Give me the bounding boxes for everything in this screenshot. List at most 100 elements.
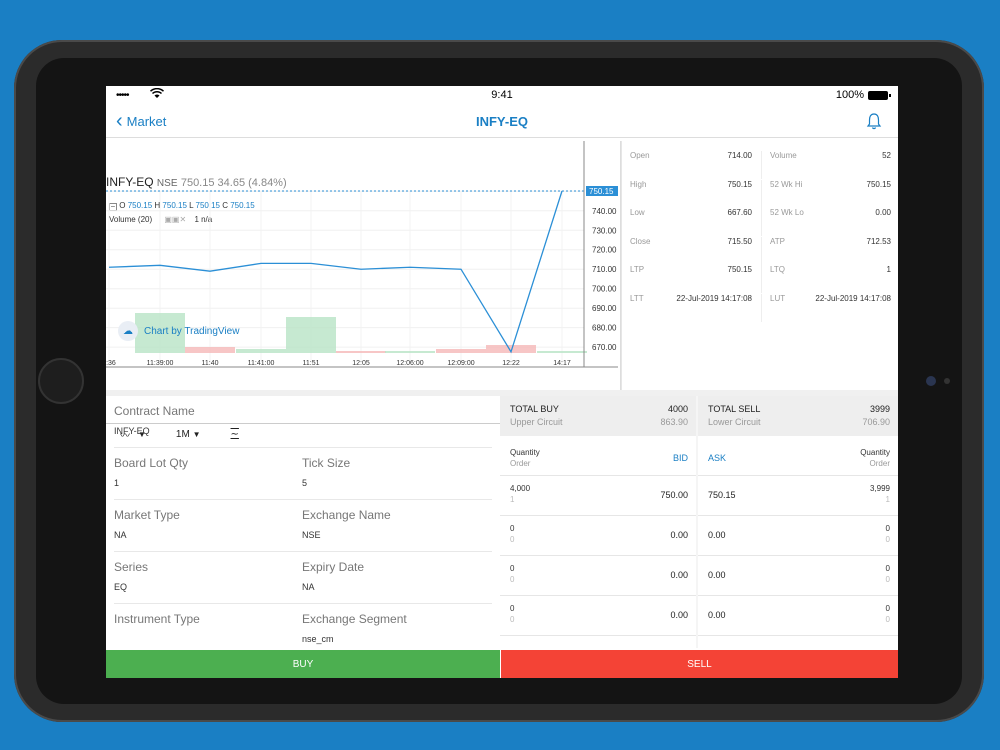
stat-label: LUT bbox=[770, 293, 786, 303]
stat-row: LTT 22-Jul-2019 14:17:08 LUT 22-Jul-2019 14… bbox=[622, 293, 898, 322]
stat-cell: ATP 712.53 bbox=[761, 236, 898, 265]
app-screen: ••••• 9:41 100% ‹ Market INFY-EQ INFY-EQ… bbox=[106, 86, 898, 678]
sensor-icon bbox=[944, 378, 950, 384]
row-price: 0.00 bbox=[670, 570, 688, 580]
order-book-row[interactable]: 0.00 0 0 bbox=[698, 516, 898, 556]
volume-bar bbox=[537, 351, 587, 353]
volume-bar bbox=[486, 345, 536, 353]
row-price: 0.00 bbox=[670, 610, 688, 620]
x-tick-label: 12:05 bbox=[352, 360, 370, 367]
chart-plot[interactable]: 670.00 680.00 690.00 700.00 710.00 720.00 730.… bbox=[106, 141, 618, 373]
chart-header: INFY-EQ NSE 750.15 34.65 (4.84%) bbox=[106, 175, 287, 189]
stat-label: 52 Wk Lo bbox=[770, 208, 804, 217]
exchange-name-value: NSE bbox=[302, 530, 321, 540]
signal-icon: ••••• bbox=[116, 90, 129, 101]
order-book-row[interactable]: 0.00 0 0 bbox=[698, 596, 898, 636]
interval-label: 1M bbox=[175, 429, 190, 440]
row-orders: 0 bbox=[510, 615, 515, 624]
x-tick-label: 1:36 bbox=[106, 360, 116, 367]
y-tick-label: 690.00 bbox=[592, 304, 617, 313]
instrument-cell: Instrument Type bbox=[114, 612, 200, 626]
bid-label: BID bbox=[672, 453, 688, 463]
volume-bar bbox=[385, 351, 435, 353]
last-price-label: 750.15 bbox=[589, 187, 614, 196]
price-chart[interactable]: INFY-EQ NSE 750.15 34.65 (4.84%) – O 750… bbox=[106, 141, 618, 442]
detail-row: Series EQ Expiry Date NA bbox=[114, 552, 492, 604]
ohlc-legend: – O 750.15 H 750.15 L 750.15 C 750.15 bbox=[109, 201, 255, 211]
x-tick-label: 11:51 bbox=[303, 360, 320, 367]
stats-panel: Open 714.00 Volume 52 High 750.15 52 Wk Hi 750.… bbox=[621, 141, 898, 391]
watermark-label: Chart by TradingView bbox=[144, 325, 240, 337]
contract-details: Contract Name INFY-EQ Board Lot Qty 1 Ti… bbox=[106, 396, 498, 648]
stat-value: 22-Jul-2019 14:17:08 bbox=[676, 293, 752, 303]
contract-name-cell: Contract Name INFY-EQ bbox=[114, 404, 195, 436]
x-tick-label: 11:39:00 bbox=[147, 360, 174, 367]
chart-type-icon[interactable]: 〰 bbox=[120, 431, 130, 442]
chevron-down-icon[interactable]: ▼ bbox=[138, 430, 146, 439]
stat-cell: LTQ 1 bbox=[761, 265, 898, 293]
volume-bar bbox=[336, 351, 386, 353]
x-tick-label: 14:17 bbox=[553, 360, 571, 367]
detail-row: Contract Name INFY-EQ bbox=[114, 396, 492, 448]
indicators-icon[interactable]: ∼ bbox=[230, 429, 239, 440]
volume-bar bbox=[436, 349, 486, 353]
row-quantity: 0 bbox=[510, 524, 515, 533]
chart-quote: 750.15 34.65 (4.84%) bbox=[180, 177, 287, 189]
back-button[interactable]: ‹ Market bbox=[116, 111, 167, 131]
segment-value: nse_cm bbox=[302, 634, 334, 644]
order-book-row[interactable]: 0 0 0.00 bbox=[500, 516, 696, 556]
sell-button[interactable]: SELL bbox=[501, 650, 898, 678]
stat-label: Close bbox=[630, 236, 651, 246]
stat-label: High bbox=[630, 179, 647, 189]
market-type-label: Market Type bbox=[114, 508, 180, 522]
back-label: Market bbox=[126, 113, 167, 129]
row-price: 0.00 bbox=[670, 530, 688, 540]
clock: 9:41 bbox=[491, 89, 513, 101]
order-label: Order bbox=[510, 459, 531, 468]
total-sell-header: TOTAL SELL 3999 Lower Circuit 706.90 bbox=[698, 396, 898, 436]
row-orders: 1 bbox=[510, 495, 515, 504]
row-quantity: 0 bbox=[885, 564, 890, 573]
row-quantity: 0 bbox=[510, 604, 515, 613]
total-buy-header: TOTAL BUY 4000 Upper Circuit 863.90 bbox=[500, 396, 696, 436]
tick-size-label: Tick Size bbox=[302, 456, 351, 470]
volume-settings-icon[interactable]: ▣▣✕ bbox=[164, 215, 187, 224]
series-value: EQ bbox=[114, 582, 128, 592]
bell-icon[interactable] bbox=[866, 112, 882, 130]
stat-row: LTP 750.15 LTQ 1 bbox=[622, 265, 898, 293]
segment-label: Exchange Segment bbox=[302, 612, 407, 626]
detail-row: Board Lot Qty 1 Tick Size 5 bbox=[114, 448, 492, 500]
order-book-row[interactable]: 750.15 3,999 1 bbox=[698, 476, 898, 516]
volume-legend: Volume (20) ▣▣✕ 1 n/a bbox=[109, 215, 212, 224]
order-book-row[interactable]: 0 0 0.00 bbox=[500, 596, 696, 636]
ohlc-c-label: C bbox=[222, 201, 228, 210]
home-button[interactable] bbox=[38, 358, 84, 404]
row-orders: 0 bbox=[510, 535, 515, 544]
interval-select[interactable]: 1M ▼ bbox=[176, 429, 201, 440]
y-tick-label: 720.00 bbox=[592, 246, 617, 255]
order-book-row[interactable]: 4,000 1 750.00 bbox=[500, 476, 696, 516]
row-orders: 0 bbox=[885, 575, 890, 584]
row-price: 0.00 bbox=[708, 530, 726, 540]
stat-label: LTQ bbox=[770, 265, 785, 274]
bid-column-header: Quantity Order BID bbox=[500, 438, 696, 476]
volume-bar bbox=[185, 347, 235, 353]
row-quantity: 0 bbox=[885, 604, 890, 613]
ohlc-high: 750.15 bbox=[162, 201, 187, 210]
series-cell: Series EQ bbox=[114, 560, 148, 592]
ohlc-h-label: H bbox=[154, 201, 161, 210]
ohlc-l-label: L bbox=[189, 201, 194, 210]
market-type-cell: Market Type NA bbox=[114, 508, 180, 540]
order-book-row[interactable]: 0.00 0 0 bbox=[698, 556, 898, 596]
tradingview-watermark[interactable]: ☁ Chart by TradingView bbox=[118, 321, 239, 341]
volume-bar bbox=[135, 313, 185, 353]
stat-value: 750.15 bbox=[866, 179, 891, 189]
buy-button[interactable]: BUY bbox=[106, 650, 501, 678]
lower-circuit-value: 706.90 bbox=[862, 417, 890, 427]
stat-cell: 52 Wk Lo 0.00 bbox=[761, 208, 898, 236]
stat-label: LTT bbox=[630, 293, 644, 303]
row-orders: 0 bbox=[885, 535, 890, 544]
board-lot-value: 1 bbox=[114, 478, 120, 488]
order-book-row[interactable]: 0 0 0.00 bbox=[500, 556, 696, 596]
page-title: INFY-EQ bbox=[475, 114, 528, 129]
